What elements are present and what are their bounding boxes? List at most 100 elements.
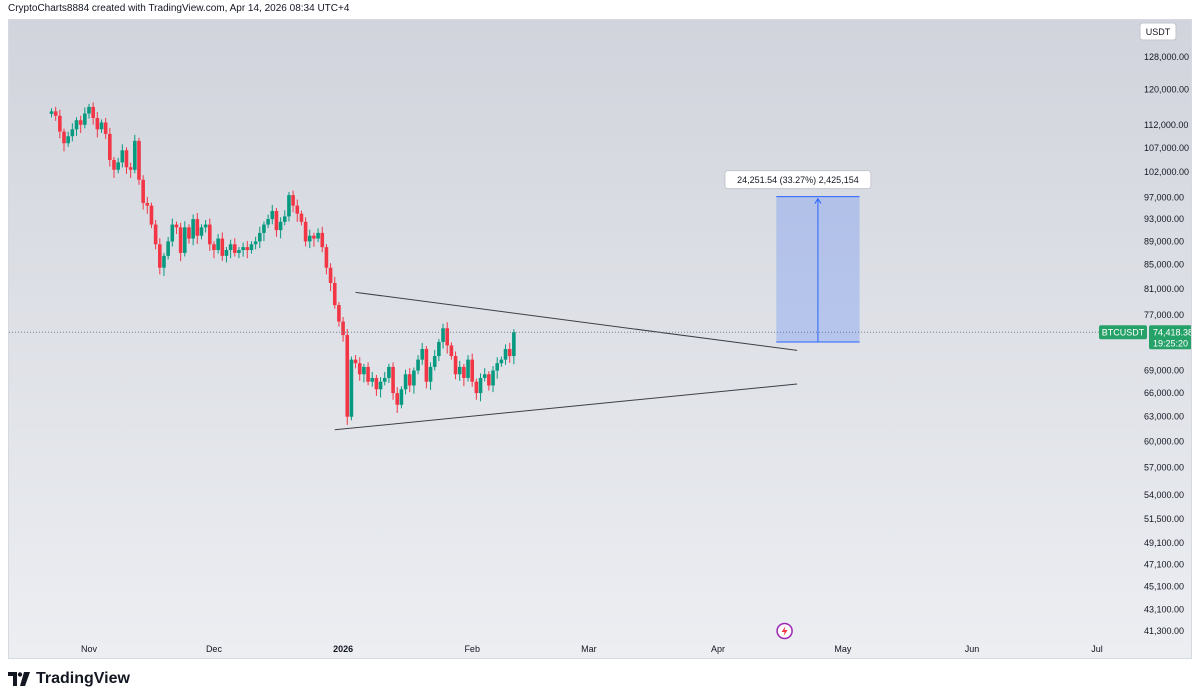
candle-body [457,366,462,375]
candle-body [74,120,79,130]
time-tick-label: Jun [965,644,980,654]
candle-body [216,238,220,251]
candle-body [220,238,225,256]
candle-body [441,328,445,342]
price-tick-label: 66,000.00 [1144,388,1184,398]
candle-body [395,393,400,405]
candle-body [403,374,408,390]
candle-body [58,115,62,132]
candle-body [133,140,137,170]
ascending-support-trendline [334,383,798,431]
candle-body [195,219,200,236]
candle-body [453,356,458,375]
candle-body [462,366,466,378]
price-tick-label: 107,000.00 [1144,143,1189,153]
candle-body [449,345,454,357]
candle-body [503,348,508,360]
candle-body [295,205,300,214]
candle-body [420,348,425,360]
candle-body [432,356,437,367]
candle-body [187,227,191,239]
price-tick-label: 81,000.00 [1144,284,1184,294]
candle-body [112,159,116,170]
candle-body [412,370,416,386]
candle-body [203,224,208,228]
candle-body [378,381,383,390]
candle-body [466,359,470,378]
candle-body [349,359,354,417]
price-tick-label: 120,000.00 [1144,85,1189,95]
candle-body [212,244,216,251]
candle-body [428,366,433,382]
candle-body [158,244,162,268]
price-tick-label: 77,000.00 [1144,310,1184,320]
candle-body [174,224,179,228]
candle-body [495,363,499,371]
candle-body [116,162,120,170]
candle-body [391,366,395,394]
candle-body [316,232,320,239]
candle-body [257,232,262,242]
candle-body [324,247,329,268]
currency-badge [1139,22,1177,41]
price-tick-label: 60,000.00 [1144,436,1184,446]
measure-arrowhead [814,197,822,204]
candle-body [320,232,325,248]
candle-body [370,377,375,382]
descending-resistance-trendline [355,291,798,351]
candle-body [170,224,175,242]
price-tick-label: 112,000.00 [1144,120,1188,130]
price-tick-label: 85,000.00 [1144,260,1184,270]
chart-area[interactable]: 24,251.54 (33.27%) 2,425,154 USDT 128,000.… [8,19,1192,659]
footer-branding: TradingView [8,668,130,690]
time-tick-label: Feb [464,644,480,654]
candle-body [62,131,66,144]
price-tick-label: 45,100.00 [1144,581,1184,591]
time-axis: Nov Dec 2026 Feb Mar Apr May Jun Jul [81,644,1103,654]
candle-body [328,267,333,283]
event-bolt-icon [781,626,788,636]
candle-body [120,150,125,163]
price-tick-label: 69,000.00 [1144,366,1184,376]
candle-body [482,374,487,378]
currency-label: USDT [1146,27,1171,37]
measure-label-box [724,170,872,190]
candle-body [382,377,387,382]
candle-body [499,359,504,364]
candle-body [270,210,275,220]
candle-body [307,235,312,242]
price-tick-label: 97,000.00 [1144,193,1184,203]
candle-body [70,129,75,137]
candle-body [507,348,512,357]
candle-body [312,235,316,239]
candle-body [53,111,58,116]
symbol-label: BTCUSDT [1102,328,1145,338]
candle-body [487,374,491,386]
symbol-tag [1099,325,1147,340]
candle-body [478,377,483,394]
price-tick-label: 93,000.00 [1144,214,1184,224]
candle-body [95,118,100,130]
candle-body [137,140,141,180]
candle-body [178,227,183,253]
candle-body [416,359,420,371]
candle-body [153,224,158,245]
time-tick-label: Mar [581,644,597,654]
price-tick-label: 47,100.00 [1144,559,1184,569]
candle-body [282,216,287,222]
candle-body [83,113,87,125]
candle-body [299,213,304,222]
candle-body [108,133,112,160]
candle-body [87,106,91,114]
last-price-label: 74,418.38 [1153,328,1192,338]
candlestick-chart[interactable]: 24,251.54 (33.27%) 2,425,154 USDT 128,000.… [9,20,1192,659]
candle-body [103,122,108,134]
candle-body [66,136,70,144]
price-tick-label: 41,300.00 [1144,626,1184,636]
candle-body [387,366,391,378]
tradingview-logo-icon [8,672,30,686]
price-axis: USDT 128,000.00 120,000.00 112,000.00 107,00… [1099,22,1192,636]
candle-body [245,247,250,251]
price-tick-label: 51,500.00 [1144,514,1184,524]
candle-body [474,381,479,394]
